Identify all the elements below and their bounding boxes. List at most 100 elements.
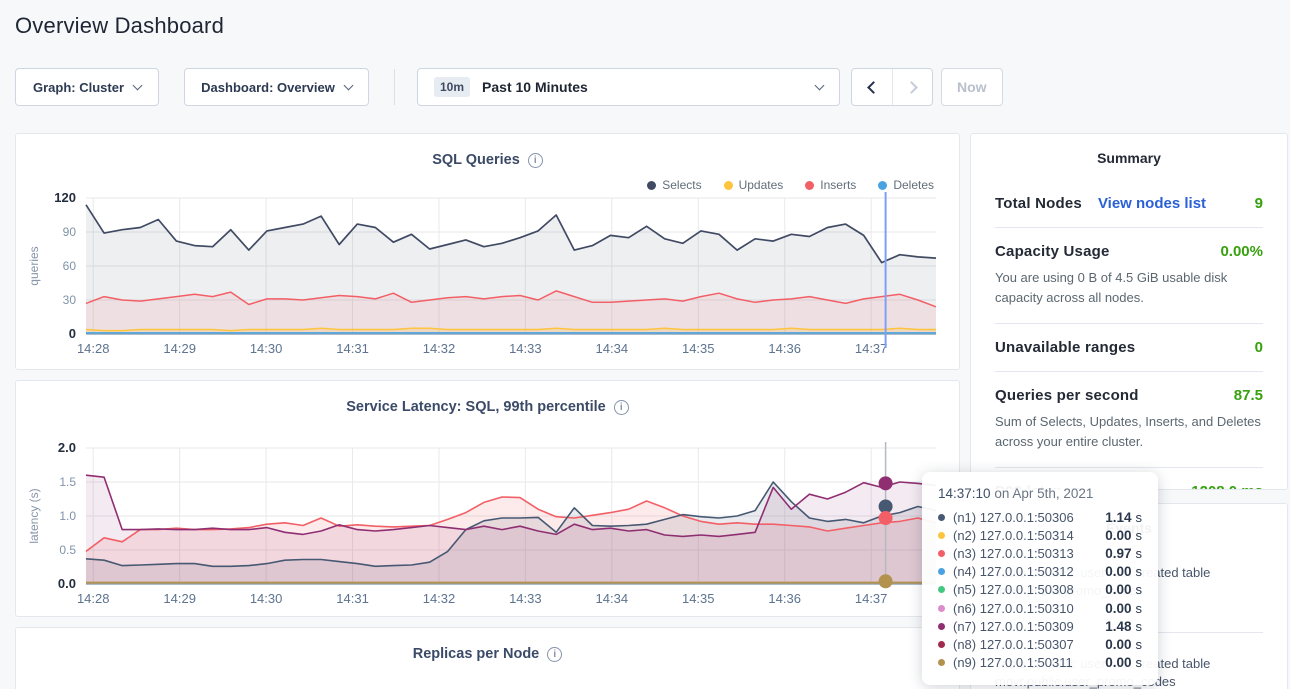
- svg-text:14:30: 14:30: [250, 591, 283, 606]
- legend-dot: [723, 180, 733, 190]
- legend-dot: [878, 180, 888, 190]
- view-nodes-list-link[interactable]: View nodes list: [1097, 195, 1207, 212]
- replicas-per-node-title: Replicas per Node: [412, 646, 540, 662]
- summary-divider: [995, 227, 1263, 228]
- svg-text:90: 90: [63, 225, 77, 239]
- svg-text:2.0: 2.0: [58, 440, 76, 455]
- info-icon[interactable]: i: [547, 646, 563, 662]
- graph-dropdown[interactable]: Graph: Cluster: [15, 68, 159, 106]
- tooltip-node-value: 0.00: [1105, 636, 1132, 652]
- legend-label: Inserts: [820, 178, 857, 192]
- node-color-dot: [938, 640, 945, 648]
- tooltip-node-row: (n9) 127.0.0.1:50311 0.00 s: [938, 654, 1142, 672]
- time-range-badge: 10m: [434, 77, 471, 97]
- tooltip-timestamp: 14:37:10 on Apr 5th, 2021: [938, 486, 1142, 501]
- tooltip-node-value: 0.97: [1105, 545, 1132, 561]
- svg-text:14:32: 14:32: [423, 591, 456, 606]
- legend-label: Deletes: [893, 178, 934, 192]
- summary-title: Summary: [1097, 150, 1161, 166]
- summary-divider: [995, 323, 1263, 324]
- summary-stat-desc: You are using 0 B of 4.5 GiB usable disk…: [995, 270, 1228, 305]
- svg-text:14:33: 14:33: [509, 341, 542, 356]
- tooltip-value-unit: s: [1135, 564, 1143, 580]
- chevron-down-icon: [132, 80, 143, 91]
- info-icon[interactable]: i: [613, 399, 629, 415]
- dashboard-dropdown[interactable]: Dashboard: Overview: [184, 68, 369, 106]
- sql-queries-title: SQL Queries: [432, 152, 520, 168]
- tooltip-node-row: (n8) 127.0.0.1:50307 0.00 s: [938, 635, 1142, 653]
- sql-queries-panel: SQL Queries i Selects Updates Inserts Delet…: [15, 133, 960, 370]
- page-title: Overview Dashboard: [15, 13, 225, 38]
- tooltip-node-value: 0.00: [1105, 655, 1132, 671]
- tooltip-value-unit: s: [1135, 618, 1143, 634]
- tooltip-node-value: 0.00: [1105, 600, 1132, 616]
- tooltip-value-unit: s: [1135, 527, 1143, 543]
- svg-text:1.5: 1.5: [59, 475, 76, 489]
- tooltip-node-row: (n2) 127.0.0.1:50314 0.00 s: [938, 526, 1142, 544]
- chart-title: Service Latency: SQL, 99th percentile i: [16, 399, 959, 415]
- tooltip-node-address: (n8) 127.0.0.1:50307: [953, 636, 1074, 652]
- svg-text:0: 0: [69, 326, 76, 341]
- tooltip-node-address: (n7) 127.0.0.1:50309: [953, 618, 1074, 634]
- svg-text:14:36: 14:36: [768, 591, 801, 606]
- svg-text:14:31: 14:31: [336, 341, 369, 356]
- tooltip-node-address: (n9) 127.0.0.1:50311: [953, 655, 1073, 671]
- chart-hover-tooltip: 14:37:10 on Apr 5th, 2021 (n1) 127.0.0.1…: [922, 472, 1158, 685]
- time-forward-button[interactable]: [892, 69, 932, 105]
- tooltip-value-unit: s: [1135, 636, 1143, 652]
- svg-text:60: 60: [63, 259, 77, 273]
- tooltip-time: 14:37:10: [938, 486, 991, 501]
- summary-stat-row: Total Nodes View nodes list 9: [995, 195, 1263, 212]
- legend-item-selects[interactable]: Selects: [647, 178, 702, 192]
- node-color-dot: [938, 586, 945, 594]
- legend-label: Selects: [662, 178, 702, 192]
- time-step-buttons: [851, 68, 933, 106]
- svg-text:14:35: 14:35: [682, 341, 715, 356]
- tooltip-value-unit: s: [1135, 655, 1143, 671]
- svg-text:14:34: 14:34: [596, 341, 629, 356]
- chevron-down-icon: [814, 80, 825, 91]
- svg-text:1.0: 1.0: [59, 509, 76, 523]
- tooltip-node-address: (n1) 127.0.0.1:50306: [953, 509, 1074, 525]
- tooltip-node-address: (n4) 127.0.0.1:50312: [953, 564, 1074, 580]
- summary-stat-label: Queries per second: [995, 387, 1139, 404]
- svg-text:14:35: 14:35: [682, 591, 715, 606]
- time-back-button[interactable]: [852, 69, 892, 105]
- chevron-left-icon: [867, 80, 880, 94]
- svg-text:30: 30: [63, 293, 77, 307]
- node-color-dot: [938, 531, 945, 539]
- summary-stat-label: Total Nodes: [995, 195, 1082, 212]
- now-button[interactable]: Now: [941, 68, 1003, 106]
- svg-text:0.5: 0.5: [59, 543, 76, 557]
- tooltip-node-row: (n5) 127.0.0.1:50308 0.00 s: [938, 581, 1142, 599]
- tooltip-node-value: 0.00: [1105, 564, 1132, 580]
- tooltip-node-row: (n6) 127.0.0.1:50310 0.00 s: [938, 599, 1142, 617]
- time-range-dropdown[interactable]: 10m Past 10 Minutes: [417, 68, 840, 106]
- tooltip-node-row: (n1) 127.0.0.1:50306 1.14 s: [938, 508, 1142, 526]
- dashboard-dropdown-label: Dashboard: Overview: [201, 79, 335, 95]
- legend-item-deletes[interactable]: Deletes: [878, 178, 934, 192]
- summary-divider: [995, 467, 1263, 468]
- legend-dot: [805, 180, 815, 190]
- legend-item-updates[interactable]: Updates: [723, 178, 784, 192]
- legend-label: Updates: [738, 178, 784, 192]
- summary-stat-value: 9: [1254, 195, 1263, 212]
- svg-text:14:28: 14:28: [77, 591, 110, 606]
- node-color-dot: [938, 568, 945, 576]
- tooltip-node-address: (n2) 127.0.0.1:50314: [953, 527, 1074, 543]
- time-range-label: Past 10 Minutes: [482, 79, 588, 95]
- summary-panel: Summary Total Nodes View nodes list 9 Capac…: [970, 133, 1288, 490]
- tooltip-node-address: (n6) 127.0.0.1:50310: [953, 600, 1074, 616]
- legend-item-inserts[interactable]: Inserts: [805, 178, 856, 192]
- svg-text:14:36: 14:36: [768, 341, 801, 356]
- tooltip-value-unit: s: [1135, 509, 1143, 525]
- summary-stat-value: 0: [1254, 339, 1263, 356]
- summary-stat-value: 87.5: [1233, 387, 1263, 404]
- node-color-dot: [938, 513, 945, 521]
- info-icon[interactable]: i: [527, 152, 543, 168]
- tooltip-node-row: (n7) 127.0.0.1:50309 1.48 s: [938, 617, 1142, 635]
- replicas-per-node-panel: Replicas per Node i: [15, 627, 960, 689]
- chevron-right-icon: [904, 80, 918, 94]
- chart-title: Replicas per Node i: [16, 646, 959, 662]
